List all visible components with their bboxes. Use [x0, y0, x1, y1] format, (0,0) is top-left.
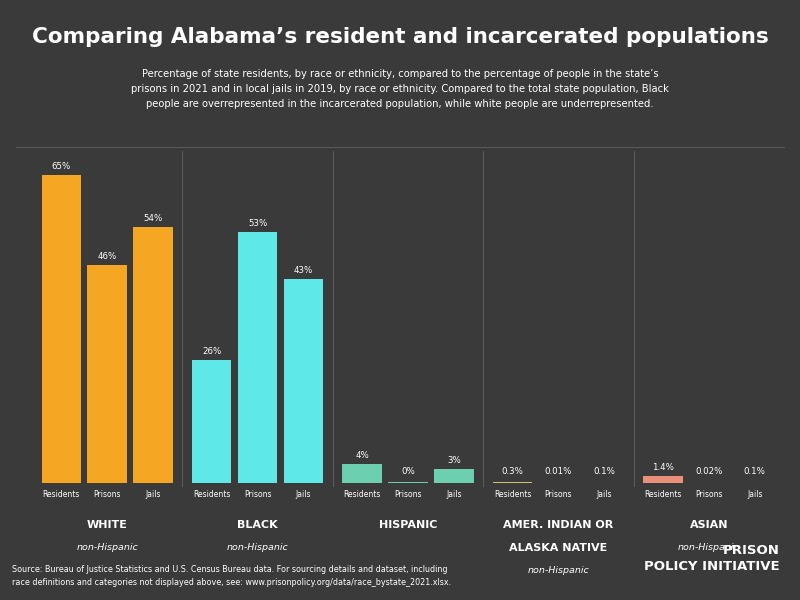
- Text: 54%: 54%: [143, 214, 162, 223]
- Text: 0.3%: 0.3%: [502, 467, 523, 476]
- Text: 0%: 0%: [401, 467, 415, 476]
- Text: WHITE: WHITE: [86, 520, 128, 530]
- Text: Prisons: Prisons: [94, 490, 121, 499]
- Text: 4%: 4%: [355, 451, 369, 460]
- Text: Prisons: Prisons: [545, 490, 572, 499]
- Bar: [434, 469, 474, 483]
- Text: 0.1%: 0.1%: [594, 467, 615, 476]
- Text: Residents: Residents: [644, 490, 682, 499]
- Text: Residents: Residents: [343, 490, 381, 499]
- Bar: [643, 476, 682, 483]
- Bar: [42, 175, 81, 483]
- Bar: [342, 464, 382, 483]
- Text: 53%: 53%: [248, 218, 267, 227]
- Bar: [192, 360, 231, 483]
- Text: Jails: Jails: [747, 490, 762, 499]
- Text: 0.02%: 0.02%: [695, 467, 722, 476]
- Text: Comparing Alabama’s resident and incarcerated populations: Comparing Alabama’s resident and incarce…: [32, 27, 768, 47]
- Bar: [87, 265, 127, 483]
- Bar: [134, 227, 173, 483]
- Text: Source: Bureau of Justice Statistics and U.S. Census Bureau data. For sourcing d: Source: Bureau of Justice Statistics and…: [12, 565, 451, 587]
- Text: Prisons: Prisons: [695, 490, 722, 499]
- Bar: [238, 232, 278, 483]
- Text: non-Hispanic: non-Hispanic: [678, 543, 740, 552]
- Text: ASIAN: ASIAN: [690, 520, 728, 530]
- Text: BLACK: BLACK: [238, 520, 278, 530]
- Text: 43%: 43%: [294, 266, 313, 275]
- Text: 1.4%: 1.4%: [652, 463, 674, 472]
- Text: Residents: Residents: [42, 490, 80, 499]
- Text: Prisons: Prisons: [394, 490, 422, 499]
- Text: AMER. INDIAN OR: AMER. INDIAN OR: [503, 520, 614, 530]
- Text: 0.1%: 0.1%: [744, 467, 766, 476]
- Text: Prisons: Prisons: [244, 490, 271, 499]
- Text: Jails: Jails: [146, 490, 161, 499]
- Text: Jails: Jails: [446, 490, 462, 499]
- Text: 65%: 65%: [52, 162, 71, 170]
- Text: Residents: Residents: [193, 490, 230, 499]
- Bar: [284, 279, 323, 483]
- Text: ALASKA NATIVE: ALASKA NATIVE: [510, 543, 607, 553]
- Text: Jails: Jails: [597, 490, 612, 499]
- Text: 0.01%: 0.01%: [545, 467, 572, 476]
- Text: non-Hispanic: non-Hispanic: [527, 566, 590, 575]
- Text: Residents: Residents: [494, 490, 531, 499]
- Text: 3%: 3%: [447, 455, 461, 464]
- Text: 26%: 26%: [202, 347, 222, 356]
- Text: 46%: 46%: [98, 252, 117, 261]
- Text: PRISON
POLICY INITIATIVE: PRISON POLICY INITIATIVE: [644, 544, 780, 573]
- Text: non-Hispanic: non-Hispanic: [226, 543, 289, 552]
- Text: Percentage of state residents, by race or ethnicity, compared to the percentage : Percentage of state residents, by race o…: [131, 69, 669, 109]
- Bar: [388, 482, 428, 483]
- Bar: [493, 482, 532, 483]
- Text: Jails: Jails: [296, 490, 311, 499]
- Text: HISPANIC: HISPANIC: [379, 520, 437, 530]
- Text: non-Hispanic: non-Hispanic: [76, 543, 138, 552]
